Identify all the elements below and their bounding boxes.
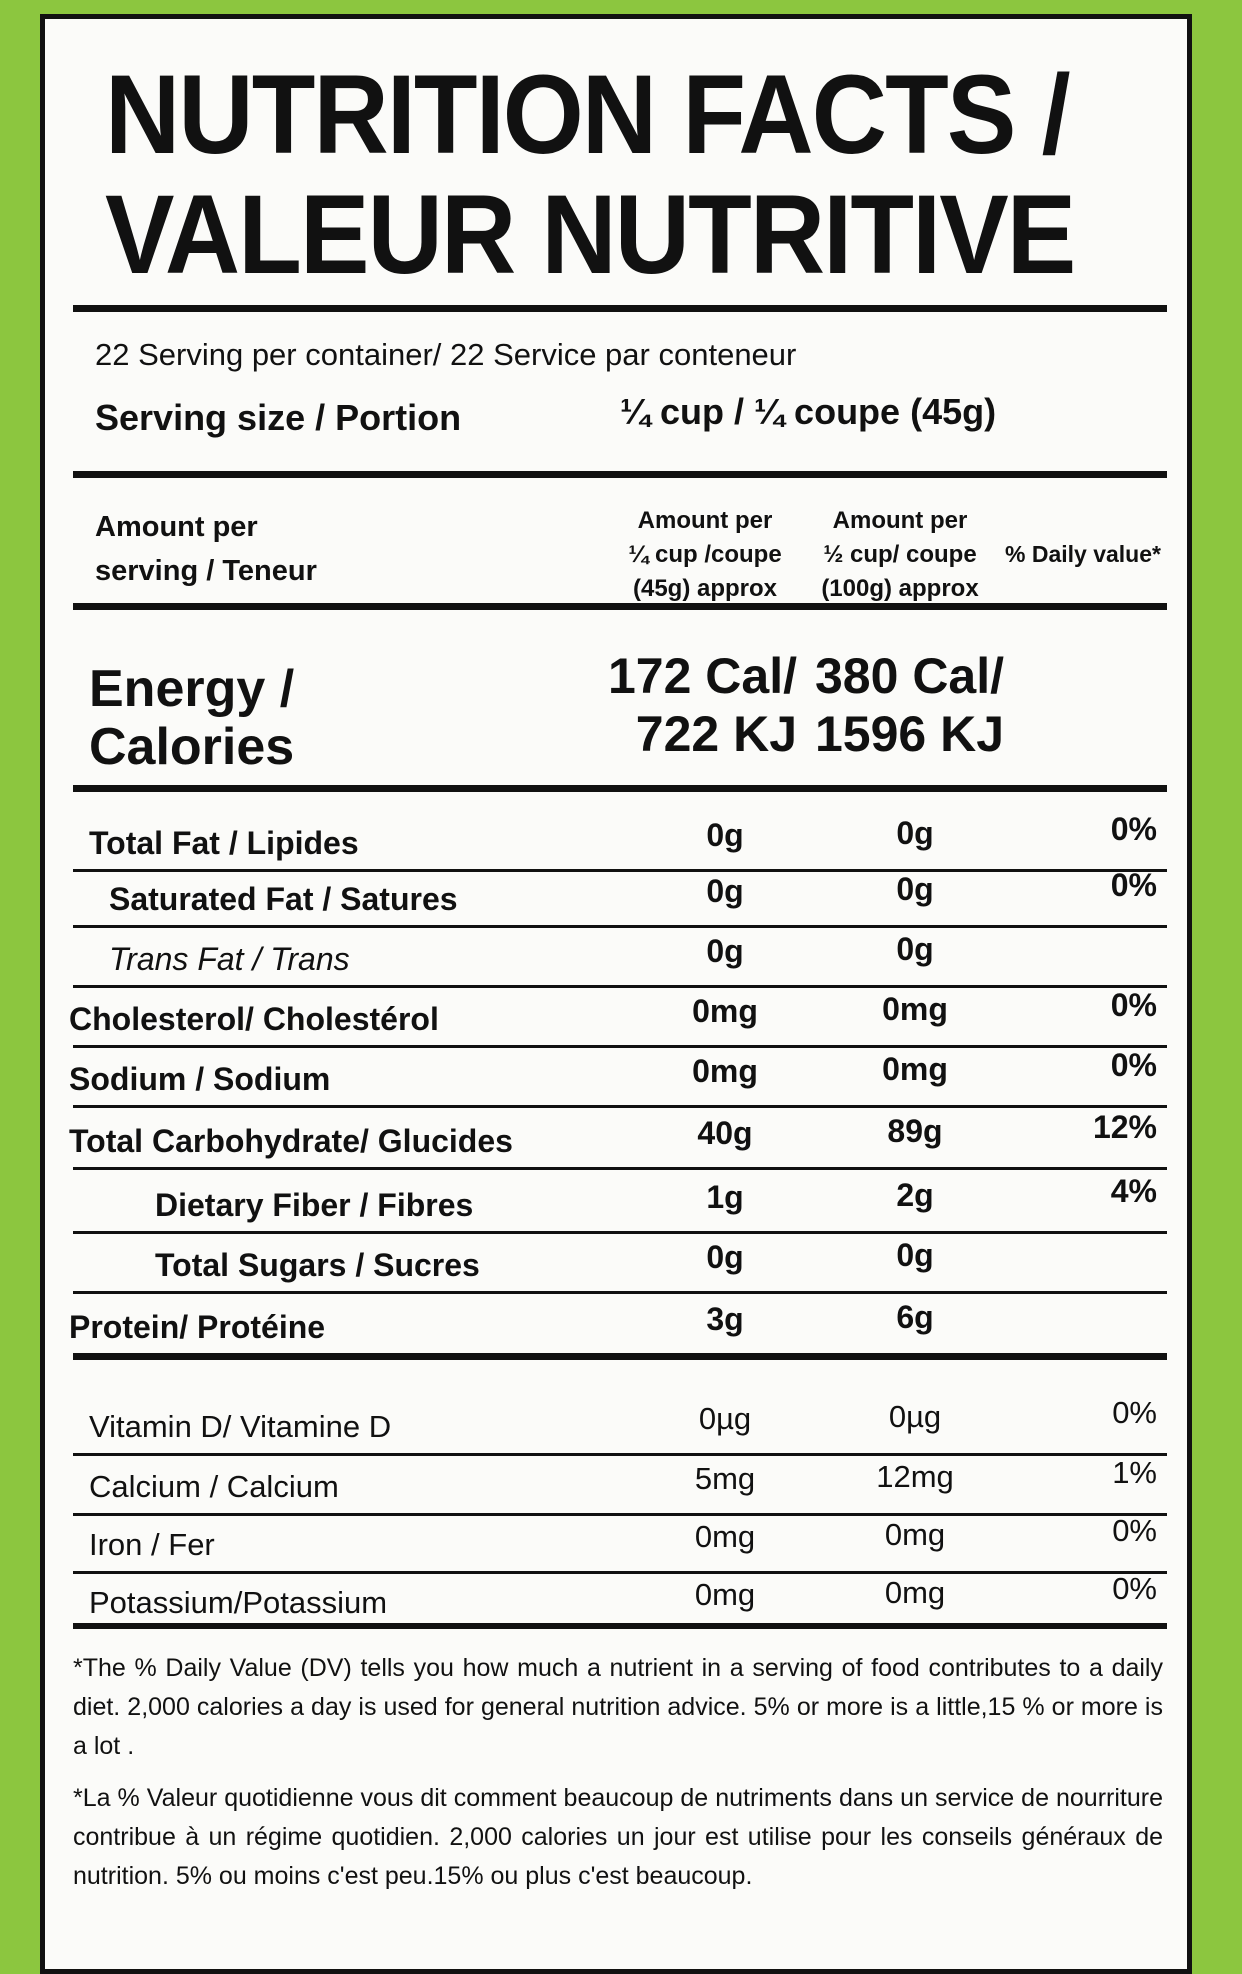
amount-100g: 12mg: [876, 1459, 954, 1494]
column-heading: Amount per: [832, 507, 968, 534]
amount-100g: 2g: [896, 1177, 934, 1213]
amount-100g: 0g: [896, 815, 934, 851]
amount-100g: 0g: [896, 1237, 934, 1273]
column-heading: ¼ cup /coupe: [628, 541, 782, 568]
amount-100g: 0mg: [884, 1575, 946, 1610]
column-heading: (100g) approx: [821, 575, 979, 602]
column-heading: ½ cup/ coupe: [823, 541, 977, 568]
amount-100g: 0µg: [888, 1399, 942, 1434]
column-heading: (45g) approx: [632, 575, 778, 602]
daily-value: 0%: [1112, 1513, 1157, 1548]
amount-45g: 5mg: [694, 1461, 756, 1496]
column-heading: % Daily value*: [1005, 541, 1161, 567]
rule: [73, 1045, 1167, 1048]
amount-100g: 0g: [896, 931, 934, 967]
rule: [73, 305, 1167, 312]
nutrient-name: Trans Fat / Trans: [109, 941, 350, 977]
daily-value: 0%: [1110, 867, 1157, 903]
daily-value: 0%: [1110, 811, 1157, 847]
footnote: *The % Daily Value (DV) tells you how mu…: [73, 1654, 1163, 1760]
nutrient-name: Dietary Fiber / Fibres: [155, 1187, 474, 1223]
rule: [73, 1105, 1167, 1108]
rule: [73, 985, 1167, 988]
amount-45g: 0mg: [694, 1577, 756, 1612]
serving-size-value: ¼ cup / ¼ coupe (45g): [620, 391, 997, 432]
amount-label: serving / Teneur: [95, 555, 317, 587]
rule: [73, 1453, 1167, 1456]
nutrient-name: Iron / Fer: [89, 1527, 215, 1562]
amount-45g: 0mg: [692, 993, 758, 1029]
title: NUTRITION FACTS /: [105, 52, 1071, 177]
rule: [73, 1353, 1167, 1360]
nutrient-name: Total Carbohydrate/ Glucides: [69, 1123, 513, 1159]
nutrient-name: Total Fat / Lipides: [89, 825, 359, 861]
servings: 22 Serving per container/ 22 Service par…: [95, 337, 797, 372]
daily-value: 0%: [1110, 1047, 1157, 1083]
amount-100g: 0mg: [882, 1051, 948, 1087]
nutrient-name: Calcium / Calcium: [89, 1469, 339, 1504]
rule: [73, 925, 1167, 928]
amount-100g: 0mg: [884, 1517, 946, 1552]
footnote: *La % Valeur quotidienne vous dit commen…: [73, 1784, 1163, 1890]
energy-value: 380 Cal/: [815, 648, 1005, 704]
daily-value: 12%: [1092, 1109, 1157, 1145]
amount-45g: 3g: [706, 1301, 744, 1337]
rule: [73, 1623, 1167, 1629]
amount-45g: 1g: [706, 1179, 744, 1215]
energy-value: 172 Cal/: [607, 648, 797, 704]
amount-45g: 0mg: [692, 1053, 758, 1089]
energy-value: 722 KJ: [635, 706, 797, 762]
amount-45g: 0g: [706, 1239, 744, 1275]
amount-100g: 6g: [896, 1299, 934, 1335]
amount-45g: 40g: [697, 1115, 753, 1151]
nutrient-name: Potassium/Potassium: [89, 1585, 388, 1620]
column-heading: Amount per: [637, 507, 773, 534]
serving-size-label: Serving size / Portion: [95, 397, 462, 438]
energy-value: 1596 KJ: [815, 706, 1005, 762]
daily-value: 0%: [1112, 1571, 1157, 1606]
rule: [73, 1571, 1167, 1574]
rule: [73, 1513, 1167, 1516]
nutrition-label: NUTRITION FACTS / VALEUR NUTRITIVE 22 Se…: [40, 14, 1192, 1974]
rule: [73, 1291, 1167, 1294]
daily-value: 4%: [1110, 1173, 1157, 1209]
nutrient-name: Protein/ Protéine: [69, 1309, 326, 1345]
rule: [73, 1167, 1167, 1170]
amount-label: Amount per: [95, 511, 258, 543]
nutrient-name: Total Sugars / Sucres: [155, 1247, 480, 1283]
nutrient-name: Saturated Fat / Satures: [109, 881, 458, 917]
amount-100g: 0g: [896, 871, 934, 907]
rule: [73, 603, 1167, 610]
amount-100g: 89g: [887, 1113, 943, 1149]
amount-45g: 0g: [706, 933, 744, 969]
rule: [73, 1231, 1167, 1234]
energy-label: Energy /: [89, 660, 295, 718]
amount-100g: 0mg: [882, 991, 948, 1027]
daily-value: 0%: [1110, 987, 1157, 1023]
daily-value: 0%: [1112, 1395, 1157, 1430]
amount-45g: 0g: [706, 873, 744, 909]
amount-45g: 0µg: [698, 1401, 752, 1436]
amount-45g: 0g: [706, 817, 744, 853]
rule: [73, 785, 1167, 792]
energy-label: Calories: [89, 718, 295, 776]
nutrient-name: Vitamin D/ Vitamine D: [89, 1409, 392, 1444]
rule: [73, 869, 1167, 872]
title: VALEUR NUTRITIVE: [105, 172, 1076, 297]
rule: [73, 471, 1167, 478]
nutrient-name: Sodium / Sodium: [69, 1061, 331, 1097]
daily-value: 1%: [1112, 1455, 1157, 1490]
amount-45g: 0mg: [694, 1519, 756, 1554]
nutrient-name: Cholesterol/ Cholestérol: [69, 1001, 439, 1037]
